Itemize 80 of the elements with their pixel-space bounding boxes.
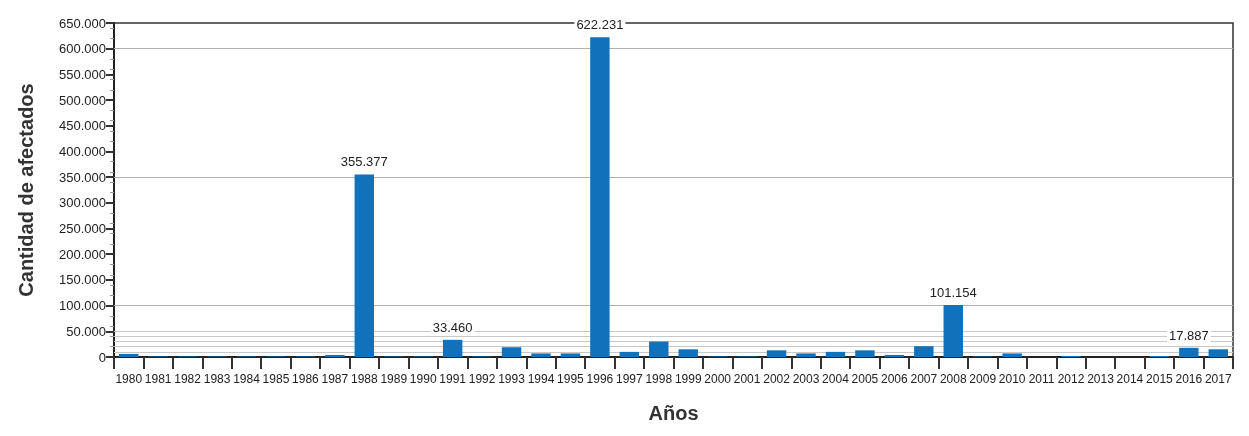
y-axis-title: Cantidad de afectados	[15, 83, 37, 297]
y-tick-label: 50.000	[66, 323, 106, 339]
x-tick-label: 1990	[409, 372, 437, 386]
bar	[1179, 347, 1199, 357]
x-tick-label: 1983	[203, 372, 231, 386]
y-tick-label: 550.000	[59, 66, 106, 82]
bar	[855, 350, 875, 357]
x-tick-label: 2001	[733, 372, 761, 386]
y-tick-label: 600.000	[59, 41, 106, 57]
bar	[119, 353, 139, 357]
bar	[590, 37, 610, 357]
x-tick-label: 1995	[557, 372, 585, 386]
y-tick-label: 300.000	[59, 195, 106, 211]
bar	[825, 351, 846, 357]
x-tick-label: 2016	[1175, 372, 1203, 386]
x-tick-label: 2012	[1057, 372, 1085, 386]
data-label: 17.887	[1168, 327, 1209, 343]
y-tick-label: 400.000	[59, 143, 106, 159]
bar	[766, 350, 787, 357]
y-tick-label: 350.000	[59, 169, 106, 185]
bar	[884, 354, 905, 357]
bar	[442, 339, 463, 357]
x-tick-label: 1980	[115, 372, 143, 386]
bar	[678, 349, 698, 357]
bar	[1002, 353, 1022, 357]
x-tick-label: 2000	[704, 372, 732, 386]
x-tick-label: 2007	[910, 372, 938, 386]
y-tick-label: 200.000	[59, 246, 106, 262]
x-axis-title: Años	[648, 402, 699, 424]
x-tick-label: 1996	[586, 372, 614, 386]
x-tick-label: 1989	[380, 372, 408, 386]
x-tick-label: 2014	[1116, 372, 1144, 386]
x-tick-label: 2010	[998, 372, 1026, 386]
x-tick-label: 2008	[939, 372, 967, 386]
y-tick-label: 150.000	[59, 272, 106, 288]
bar	[649, 341, 669, 357]
x-tick-label: 2015	[1146, 372, 1174, 386]
bar	[501, 347, 522, 357]
x-tick-label: 1987	[321, 372, 349, 386]
y-tick-label: 500.000	[59, 92, 106, 108]
x-tick-label: 1993	[498, 372, 526, 386]
x-tick-label: 2017	[1204, 372, 1232, 386]
bar	[1208, 349, 1228, 357]
x-tick-label: 2013	[1087, 372, 1115, 386]
data-label: 355.377	[340, 154, 388, 170]
x-tick-label: 1999	[674, 372, 702, 386]
x-tick-label: 2003	[792, 372, 820, 386]
x-tick-label: 2004	[822, 372, 850, 386]
y-tick-label: 0	[98, 349, 106, 365]
x-tick-label: 1984	[233, 372, 261, 386]
bar	[325, 354, 345, 357]
bar	[619, 351, 640, 357]
bar	[560, 353, 581, 357]
x-tick-label: 1998	[645, 372, 673, 386]
x-tick-label: 2011	[1028, 372, 1055, 386]
x-tick-label: 1985	[262, 372, 290, 386]
bar	[914, 346, 934, 357]
data-label: 622.231	[576, 17, 624, 33]
bar	[796, 353, 816, 357]
x-tick-label: 1981	[144, 372, 172, 386]
data-label: 33.460	[432, 319, 473, 335]
x-tick-label: 2006	[881, 372, 909, 386]
x-tick-label: 1982	[174, 372, 202, 386]
data-label: 101.154	[929, 285, 977, 301]
x-tick-label: 2009	[969, 372, 997, 386]
y-tick-label: 450.000	[59, 118, 106, 134]
y-tick-label: 100.000	[59, 298, 106, 314]
bar	[943, 305, 963, 357]
x-tick-label: 1986	[292, 372, 320, 386]
y-tick-label: 250.000	[59, 221, 106, 237]
x-tick-label: 1991	[439, 372, 467, 386]
x-tick-label: 1988	[350, 372, 378, 386]
x-tick-label: 1992	[468, 372, 496, 386]
x-tick-label: 1994	[527, 372, 555, 386]
y-tick-label: 650.000	[59, 15, 106, 31]
bar	[531, 353, 551, 357]
x-tick-label: 1997	[615, 372, 643, 386]
x-tick-label: 2002	[763, 372, 791, 386]
bar	[354, 174, 375, 357]
x-tick-label: 2005	[851, 372, 879, 386]
